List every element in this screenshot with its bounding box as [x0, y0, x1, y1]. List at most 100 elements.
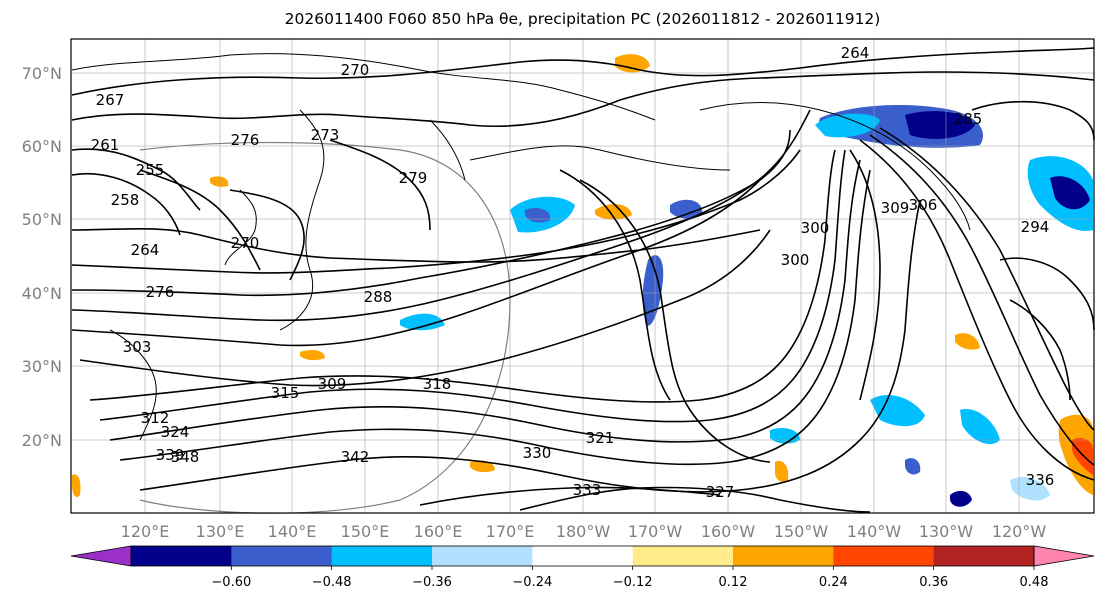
shade-negative-13: [905, 458, 921, 475]
lon-tick-label: 130°W: [919, 522, 974, 541]
chart-title: 2026011400 F060 850 hPa θe, precipitatio…: [284, 10, 881, 28]
colorbar-swatch: [933, 546, 1035, 566]
theta-e-contour-line: [89, 149, 836, 403]
theta-e-contour-line: [999, 257, 1095, 331]
theta-e-contour-line: [109, 159, 861, 443]
contour-label: 276: [146, 283, 175, 301]
colorbar-tick-label: 0.24: [819, 575, 848, 590]
colorbar-swatch: [632, 546, 734, 566]
contour-label: 273: [311, 126, 340, 144]
lon-tick-label: 170°E: [486, 522, 535, 541]
contour-label: 300: [801, 219, 830, 237]
colorbar-swatch: [733, 546, 834, 566]
colorbar-tick-label: −0.12: [613, 575, 653, 590]
colorbar-tick-label: 0.12: [719, 575, 748, 590]
shade-negative-12: [950, 490, 972, 507]
theta-e-contour-line: [71, 149, 801, 274]
colorbar-outline: [130, 545, 1035, 567]
shade-negative-11: [960, 409, 1000, 445]
colorbar-tick-label: 0.36: [919, 575, 948, 590]
lon-tick-label: 140°E: [268, 522, 317, 541]
precip-shading: [72, 54, 1093, 507]
colorbar-extend-high: [1033, 545, 1095, 567]
gridlines: [71, 39, 1094, 513]
colorbar-tick-label: −0.48: [312, 575, 352, 590]
contour-label: 348: [171, 448, 200, 466]
colorbar-swatch: [432, 546, 533, 566]
lon-tick-label: 150°W: [774, 522, 829, 541]
contour-label: 285: [954, 110, 983, 128]
colorbar-swatch: [131, 546, 232, 566]
contour-label: 336: [1026, 471, 1055, 489]
theta-e-contour-line: [71, 47, 1095, 96]
longitude-labels: 120°E 130°E 140°E 150°E 160°E 170°E 180°W 170°W…: [121, 522, 1047, 541]
shade-positive-2: [595, 203, 632, 220]
theta-e-contour-line: [139, 199, 921, 493]
shade-negative-2: [815, 113, 880, 138]
theta-e-contour-line: [71, 148, 201, 211]
theta-e-contour-line: [419, 486, 721, 506]
contour-label: 333: [573, 481, 602, 499]
lon-tick-label: 170°W: [628, 522, 683, 541]
projection-ring: [139, 141, 511, 514]
colorbar: −0.60 −0.48 −0.36 −0.24 −0.12 0.12 0.24 0.36 0.4…: [70, 545, 1095, 590]
theta-e-contour-line: [99, 149, 846, 423]
shade-positive-8: [300, 350, 325, 361]
lat-tick-label: 50°N: [22, 210, 62, 229]
lon-tick-label: 130°E: [196, 522, 245, 541]
lon-tick-label: 160°W: [701, 522, 756, 541]
theta-e-contour-line: [229, 189, 305, 281]
lon-tick-label: 160°E: [414, 522, 463, 541]
colorbar-swatch: [231, 546, 333, 566]
theta-e-contour-line: [71, 172, 181, 236]
lon-tick-label: 120°E: [121, 522, 170, 541]
shade-negative-8: [670, 199, 703, 219]
theta-e-contours: [71, 47, 1095, 513]
lat-tick-label: 40°N: [22, 284, 62, 303]
contour-label: 258: [111, 191, 140, 209]
contour-label: 267: [96, 91, 125, 109]
theta-e-contour-line: [579, 179, 771, 463]
shade-positive-7: [774, 460, 789, 482]
theta-e-contour-line: [869, 134, 1095, 466]
contour-label: 318: [423, 375, 452, 393]
shade-negative-15: [400, 313, 445, 331]
shade-positive-6: [955, 333, 980, 350]
colorbar-extend-low: [70, 545, 132, 567]
theta-e-contour-line: [119, 169, 871, 466]
contour-label: 270: [231, 234, 260, 252]
coastlines: [71, 53, 971, 441]
colorbar-tick-label: 0.48: [1020, 575, 1049, 590]
contour-label: 330: [523, 444, 552, 462]
contour-labels: 264 270 267 261 276 273 279 285 255 258 264 270 276 2…: [91, 44, 1055, 501]
contour-label: 309: [318, 375, 347, 393]
theta-e-contour-line: [849, 149, 881, 401]
contour-label: 279: [399, 169, 428, 187]
theta-e-contour-line: [859, 139, 1095, 481]
colorbar-tick-label: −0.36: [412, 575, 452, 590]
shade-negative-3: [905, 111, 975, 139]
map-frame-border: [70, 38, 1095, 514]
theta-e-contour-line: [71, 179, 761, 347]
shade-negative-9: [642, 255, 664, 326]
contour-label: 306: [909, 196, 938, 214]
theta-e-contour-line: [329, 139, 431, 231]
colorbar-swatch: [331, 546, 433, 566]
latitude-labels: 20°N 30°N 40°N 50°N 60°N 70°N: [22, 64, 62, 450]
contour-label: 303: [123, 338, 152, 356]
contour-label: 270: [341, 61, 370, 79]
contour-label: 276: [231, 131, 260, 149]
contour-label: 324: [161, 423, 190, 441]
shade-negative-10: [870, 395, 925, 427]
lat-tick-label: 60°N: [22, 137, 62, 156]
shade-positive-1: [615, 54, 650, 73]
contour-label: 315: [271, 384, 300, 402]
contour-label: 321: [586, 429, 615, 447]
theta-e-contour-line: [139, 169, 261, 271]
shade-positive-4: [1072, 438, 1093, 475]
contour-label: 339: [156, 446, 185, 464]
contour-label: 264: [131, 241, 160, 259]
contour-label: 312: [141, 409, 170, 427]
theta-e-contour-line: [71, 109, 811, 322]
